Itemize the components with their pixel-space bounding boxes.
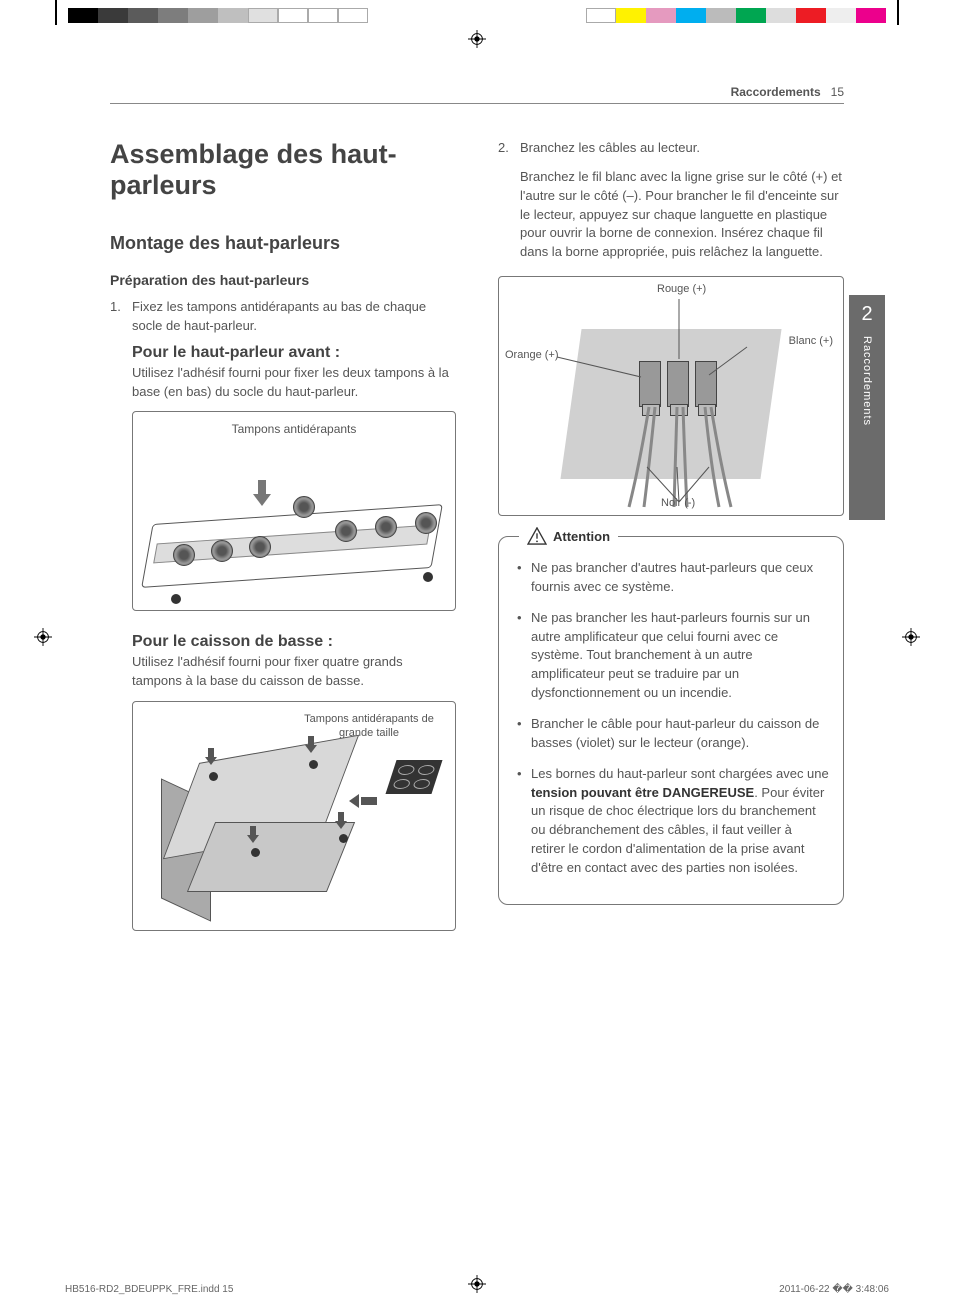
wires-icon (499, 277, 843, 515)
down-arrow-icon (253, 480, 271, 506)
left-column: Assemblage des haut-parleurs Montage des… (110, 139, 456, 949)
header-page: 15 (831, 85, 844, 99)
step-item: Branchez les câbles au lecteur. Branchez… (498, 139, 844, 262)
front-speaker-block: Pour le haut-parleur avant : Utilisez l'… (110, 344, 456, 402)
warning-icon (527, 527, 547, 545)
attention-list: Ne pas brancher d'autres haut-parleurs q… (517, 559, 829, 878)
figure1-label: Tampons antidérapants (143, 422, 445, 436)
front-speaker-text: Utilisez l'adhésif fourni pour fixer les… (132, 365, 449, 399)
attention-box: Attention Ne pas brancher d'autres haut-… (498, 536, 844, 905)
step-list-right: Branchez les câbles au lecteur. Branchez… (498, 139, 844, 262)
front-speaker-title: Pour le haut-parleur avant : (132, 344, 456, 362)
speaker-bar-illustration (143, 474, 445, 592)
attention-title: Attention (553, 529, 610, 544)
subsection-heading: Préparation des haut-parleurs (110, 272, 456, 288)
registration-mark-icon (902, 628, 920, 646)
running-header: Raccordements 15 (110, 85, 844, 103)
step-list: Fixez les tampons antidérapants au bas d… (110, 298, 456, 336)
step-text: Branchez les câbles au lecteur. (520, 140, 700, 155)
section-label: Raccordements (861, 336, 873, 426)
subwoofer-text: Utilisez l'adhésif fourni pour fixer qua… (132, 654, 403, 688)
footer-timestamp: 2011-06-22 �� 3:48:06 (779, 1284, 889, 1295)
subwoofer-title: Pour le caisson de basse : (132, 633, 456, 651)
registration-mark-icon (468, 30, 486, 48)
pad-sheet-icon (385, 760, 442, 794)
section-number: 2 (849, 295, 885, 326)
footer: HB516-RD2_BDEUPPK_FRE.indd 15 2011-06-22… (65, 1284, 889, 1295)
section-heading: Montage des haut-parleurs (110, 233, 456, 254)
label-noir: Noir (-) (661, 497, 695, 509)
figure-connector: Rouge (+) Orange (+) Blanc (+) Noir (-) (498, 276, 844, 516)
label-orange: Orange (+) (505, 349, 559, 361)
step-item: Fixez les tampons antidérapants au bas d… (110, 298, 456, 336)
down-arrow-icon (335, 812, 347, 830)
color-swatches (586, 8, 886, 23)
crop-tick (55, 0, 57, 25)
subwoofer-block: Pour le caisson de basse : Utilisez l'ad… (110, 633, 456, 691)
footer-filename: HB516-RD2_BDEUPPK_FRE.indd 15 (65, 1284, 233, 1295)
left-arrow-icon (349, 794, 377, 808)
header-section: Raccordements (731, 85, 821, 99)
figure-subwoofer: Tampons antidérapants de grande taille (132, 701, 456, 931)
crop-tick (897, 0, 899, 25)
step2-body: Branchez le fil blanc avec la ligne gris… (520, 168, 844, 262)
step-text: Fixez les tampons antidérapants au bas d… (132, 299, 426, 333)
down-arrow-icon (305, 736, 317, 754)
figure2-label: Tampons antidérapants de grande taille (299, 712, 439, 741)
label-rouge: Rouge (+) (657, 283, 706, 295)
subwoofer-illustration (151, 742, 351, 912)
attention-item: Ne pas brancher d'autres haut-parleurs q… (517, 559, 829, 597)
registration-mark-icon (34, 628, 52, 646)
down-arrow-icon (205, 748, 217, 766)
right-column: Branchez les câbles au lecteur. Branchez… (498, 139, 844, 949)
attention-item: Ne pas brancher les haut-parleurs fourni… (517, 609, 829, 703)
down-arrow-icon (247, 826, 259, 844)
header-rule (110, 103, 844, 104)
figure-speaker-bar: Tampons antidérapants (132, 411, 456, 611)
page-content: Raccordements 15 Assemblage des haut-par… (110, 85, 844, 1255)
page-title: Assemblage des haut-parleurs (110, 139, 456, 201)
grayscale-swatches (68, 8, 368, 23)
label-blanc: Blanc (+) (789, 335, 833, 347)
section-tab: 2 Raccordements (849, 295, 885, 520)
attention-item: Les bornes du haut-parleur sont chargées… (517, 765, 829, 878)
attention-item: Brancher le câble pour haut-parleur du c… (517, 715, 829, 753)
